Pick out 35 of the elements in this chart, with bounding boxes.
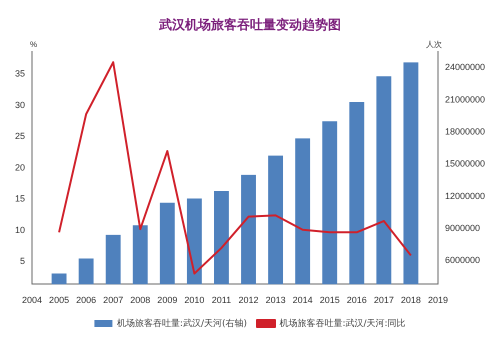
y2-tick-label: 18000000 [444,126,486,136]
x-tick-label: 2015 [320,295,340,306]
y2-tick-label: 6000000 [444,255,480,266]
x-tick-label: 2007 [103,295,124,306]
x-tick-label: 2011 [212,295,232,306]
y2-tick-label: 21000000 [444,94,486,104]
x-tick-label: 2012 [238,295,259,306]
y2-tick-label: 24000000 [444,62,486,72]
x-tick-label: 2008 [130,295,150,306]
x-tick-label: 2017 [374,295,394,306]
y2-tick-label: 15000000 [444,158,486,169]
y-tick-label: 5 [20,256,26,266]
y-tick-label: 15 [14,194,26,204]
x-tick-label: 2013 [266,295,286,306]
y2-tick-label: 9000000 [444,222,480,233]
y-tick-label: 20 [14,162,26,172]
y-tick-label: 35 [14,68,26,79]
y-tick-label: 10 [14,224,26,235]
x-tick-label: 2018 [400,295,421,306]
y2-axis-title: 人次 [426,40,442,49]
x-tick-label: 2010 [184,295,204,306]
y-axis-title: % [30,40,38,49]
x-tick-label: 2014 [292,295,313,306]
y-tick-label: 30 [14,100,26,110]
y-tick-label: 25 [14,131,26,142]
y2-tick-label: 12000000 [444,190,486,201]
x-tick-label: 2004 [22,295,42,306]
x-tick-label: 2009 [157,295,178,306]
chart-title: 武汉机场旅客吞吐量变动趋势图 [158,17,341,34]
x-tick-label: 2006 [76,295,96,306]
x-tick-label: 2016 [346,295,367,306]
legend-label: 机场旅客吞吐量:武汉/天河:同比 [279,318,406,329]
x-tick-label: 2019 [428,295,448,306]
legend-label: 机场旅客吞吐量:武汉/天河(右轴) [116,318,247,329]
x-tick-label: 2005 [49,295,70,306]
